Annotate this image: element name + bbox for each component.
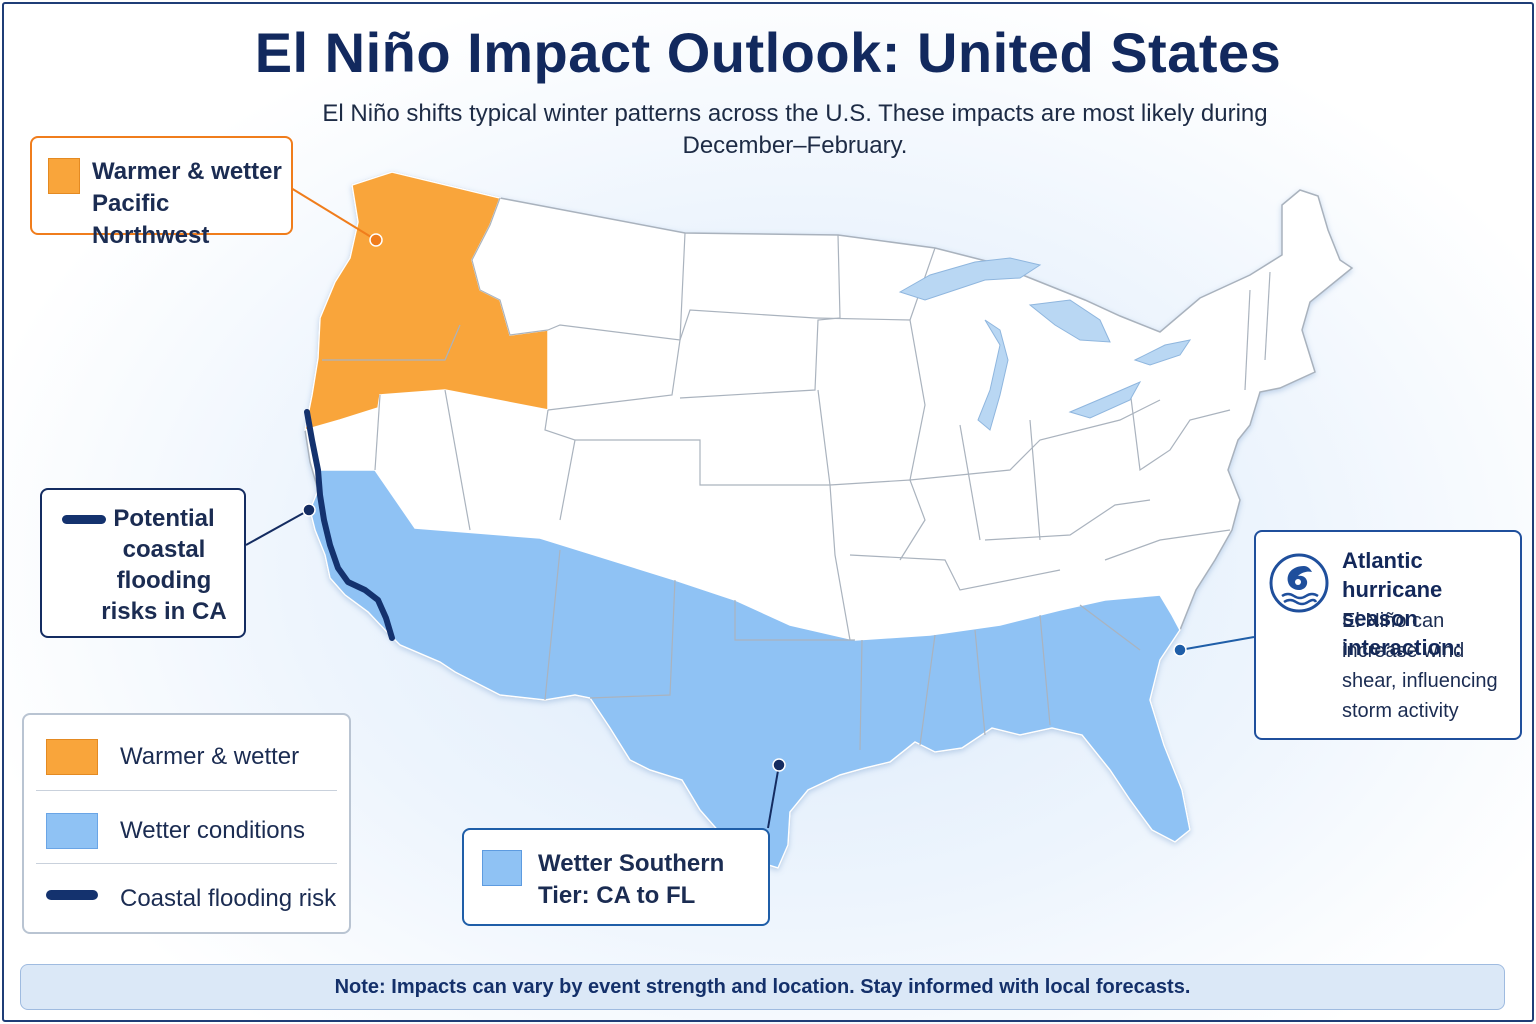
great-lakes xyxy=(898,257,1192,431)
callout-ca-text: Potential coastal flooding risks in CA xyxy=(101,505,227,625)
flood-line-swatch xyxy=(62,515,106,524)
legend-swatch-orange xyxy=(46,739,98,775)
footer-note: Note: Impacts can vary by event strength… xyxy=(20,964,1505,1010)
callout-california-flooding: Potential coastal flooding risks in CA xyxy=(40,488,246,638)
page-title: El Niño Impact Outlook: United States xyxy=(254,21,1282,84)
legend-item-wetter: Wetter conditions xyxy=(24,793,349,865)
blue-swatch xyxy=(482,850,522,886)
callout-atlantic-heading: Atlantic hurricane season interaction: xyxy=(1342,548,1462,660)
legend-item-coastal-flooding: Coastal flooding risk xyxy=(24,861,349,933)
callout-markers xyxy=(302,233,1187,772)
orange-swatch xyxy=(48,158,80,194)
callout-atlantic-hurricane: Atlantic hurricane season interaction: E… xyxy=(1254,530,1522,740)
callout-southern-tier: Wetter Southern Tier: CA to FL xyxy=(462,828,770,926)
legend-label: Warmer & wetter xyxy=(120,743,300,770)
coastal-flooding-line xyxy=(304,409,395,641)
legend-swatch-blue xyxy=(46,813,98,849)
map-legend: Warmer & wetter Wetter conditions Coasta… xyxy=(22,713,351,934)
legend-item-warmer-wetter: Warmer & wetter xyxy=(24,719,349,791)
page-subtitle: El Niño shifts typical winter patterns a… xyxy=(322,100,1268,159)
legend-label: Coastal flooding risk xyxy=(120,885,337,912)
hurricane-icon xyxy=(1269,553,1329,613)
legend-divider xyxy=(36,863,337,864)
state-borders xyxy=(322,197,1271,751)
callout-pacific-northwest: Warmer & wetter Pacific Northwest xyxy=(30,136,293,249)
legend-divider xyxy=(36,790,337,791)
legend-label: Wetter conditions xyxy=(120,817,305,844)
region-southern-tier xyxy=(309,469,1191,869)
callout-atlantic-body: El Niño can increase wind shear, influen… xyxy=(1342,610,1498,722)
legend-swatch-line xyxy=(46,890,98,900)
callout-pnw-text: Warmer & wetter Pacific Northwest xyxy=(92,158,282,249)
callout-leaders xyxy=(245,187,1255,829)
callout-south-text: Wetter Southern Tier: CA to FL xyxy=(538,850,725,909)
